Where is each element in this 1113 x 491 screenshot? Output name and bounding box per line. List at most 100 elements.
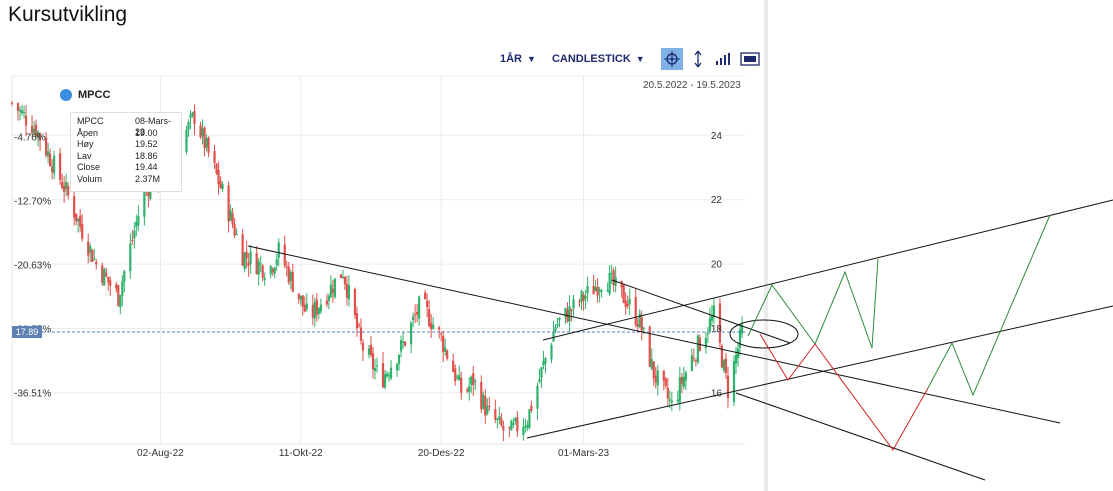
candle-body: [522, 426, 525, 436]
y-tick-label-price: 18: [711, 324, 723, 335]
candle-body: [740, 325, 744, 334]
tooltip-value: 19.52: [135, 139, 158, 150]
candle-body: [530, 405, 533, 411]
candle-body: [732, 361, 736, 402]
candle-body: [65, 182, 68, 190]
candle-body: [49, 153, 52, 167]
candle-body: [241, 234, 244, 266]
candle-body: [131, 239, 134, 241]
candle-body: [109, 280, 112, 286]
projection-path-up: [871, 258, 879, 349]
candle-body: [201, 128, 204, 137]
candle-body: [299, 295, 302, 301]
candle-body: [598, 289, 601, 292]
candle-body: [73, 196, 76, 218]
projection-path-up: [747, 284, 816, 345]
candle-body: [397, 354, 401, 364]
crosshair-icon[interactable]: [660, 48, 683, 70]
tooltip-key: Høy: [77, 139, 94, 150]
candle-body: [666, 387, 669, 399]
caret-down-icon: ▼: [527, 54, 536, 64]
candle-body: [712, 305, 716, 318]
tooltip-row: Høy 19.52: [77, 139, 177, 150]
candle-body: [317, 308, 320, 314]
candle-body: [38, 133, 42, 141]
candle-body: [313, 302, 316, 319]
candle-body: [736, 348, 740, 359]
candle-body: [411, 316, 415, 320]
candle-body: [46, 151, 50, 157]
tooltip-value: 2.37M: [135, 174, 161, 184]
candle-body: [353, 289, 357, 316]
candle-body: [345, 283, 349, 298]
candle-body: [18, 109, 22, 112]
ohlc-tooltip: MPCC 08-Mars-23 Åpen 19.00 Høy 19.52 Lav 18.86 C…: [70, 112, 182, 192]
scale-arrows-icon[interactable]: [687, 48, 709, 70]
period-dropdown[interactable]: 1ÅR ▼: [500, 53, 536, 65]
candle-body: [678, 377, 681, 402]
candle-body: [285, 266, 288, 268]
current-price-tag: 17.89: [12, 326, 42, 338]
candle-body: [636, 324, 639, 327]
candle-body: [10, 102, 14, 104]
candle-body: [327, 296, 330, 301]
candle-body: [249, 251, 252, 264]
y-tick-label-percent: -36.51%: [14, 389, 51, 400]
candle-body: [233, 224, 236, 236]
tooltip-key: Volum: [77, 174, 103, 184]
candle-body: [640, 317, 643, 332]
y-tick-label-price: 20: [711, 260, 723, 271]
candle-body: [542, 361, 545, 366]
candle-body: [662, 370, 665, 381]
candle-body: [498, 416, 501, 420]
candle-body: [107, 276, 110, 283]
candle-body: [133, 230, 136, 239]
trendline-annotation: [611, 279, 791, 344]
candle-body: [664, 378, 667, 386]
candle-body: [63, 185, 66, 192]
screenshot-icon[interactable]: [739, 48, 761, 70]
candle-body: [502, 425, 505, 431]
candle-body: [395, 363, 399, 371]
candle-body: [333, 278, 336, 297]
candle-body: [582, 294, 585, 302]
candle-body: [508, 427, 511, 429]
trendline-annotation: [735, 392, 986, 481]
candle-body: [458, 374, 461, 381]
candle-body: [291, 272, 294, 292]
candle-body: [484, 396, 487, 416]
candle-body: [454, 368, 457, 382]
candle-body: [383, 374, 387, 388]
candle-body: [359, 327, 363, 341]
candle-body: [538, 379, 541, 382]
candle-body: [540, 367, 543, 378]
candle-body: [620, 280, 623, 288]
candle-body: [442, 335, 445, 352]
period-label: 1ÅR: [500, 53, 523, 65]
candle-body: [343, 276, 347, 285]
candle-body: [119, 295, 122, 308]
tooltip-key: Lav: [77, 150, 92, 161]
candle-body: [227, 185, 230, 222]
candle-body: [570, 309, 573, 312]
ellipse-annotation: [729, 319, 799, 349]
candle-body: [257, 261, 260, 275]
candle-body: [650, 359, 653, 369]
candle-body: [600, 290, 603, 292]
tooltip-row: Åpen 19.00: [77, 128, 177, 139]
candle-body: [466, 389, 469, 392]
candle-body: [315, 299, 318, 315]
candle-body: [301, 295, 304, 307]
candle-body: [634, 297, 637, 325]
candle-body: [121, 281, 124, 297]
candle-body: [516, 417, 519, 432]
candle-body: [510, 420, 513, 431]
candle-body: [628, 298, 631, 305]
candle-body: [361, 342, 365, 351]
candle-body: [572, 299, 575, 309]
chart-type-dropdown[interactable]: CANDLESTICK ▼: [552, 53, 645, 65]
tooltip-row: Lav 18.86: [77, 151, 177, 162]
volume-bars-icon[interactable]: [713, 48, 735, 70]
projection-path-up: [814, 270, 873, 349]
